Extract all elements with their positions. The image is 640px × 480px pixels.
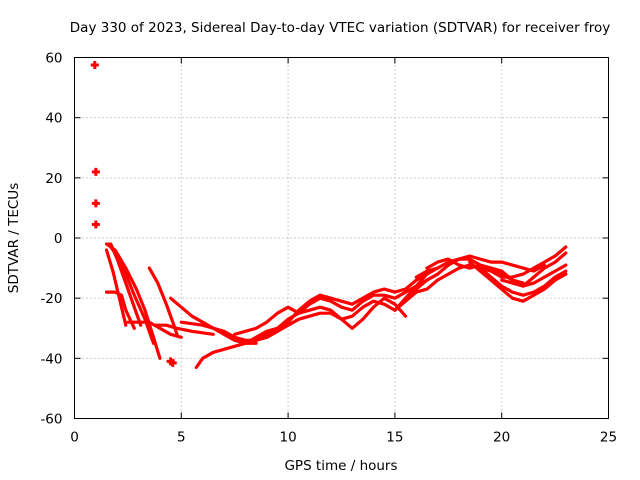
series-arc-20 <box>478 266 568 297</box>
data-point <box>168 358 177 367</box>
data-point <box>166 357 175 366</box>
series-arc-9 <box>169 296 258 345</box>
series-arc-17 <box>414 254 546 279</box>
series-arc-10 <box>194 326 279 369</box>
series-arc-5 <box>104 290 136 330</box>
grid <box>74 57 609 419</box>
plot-frame <box>74 57 609 419</box>
data-point <box>90 61 99 70</box>
series-arc-8 <box>154 323 215 336</box>
data-point <box>91 199 100 208</box>
y-tick-label: 20 <box>45 171 62 187</box>
series-arc-11 <box>179 296 408 342</box>
y-tick-label: -20 <box>40 291 62 307</box>
series-arc-4 <box>104 248 128 327</box>
data-point <box>91 167 100 176</box>
x-tick-label: 25 <box>600 430 617 446</box>
series-arc-21 <box>500 263 568 288</box>
chart-title: Day 330 of 2023, Sidereal Day-to-day VTE… <box>70 20 610 36</box>
x-axis-label: GPS time / hours <box>284 458 397 474</box>
series-arc-19 <box>468 260 568 303</box>
series-arc-12 <box>233 272 429 336</box>
x-tick-label: 20 <box>493 430 510 446</box>
x-tick-label: 0 <box>70 430 79 446</box>
series-arc-1 <box>104 242 162 360</box>
data-point <box>91 220 100 229</box>
y-tick-label: 0 <box>54 231 63 247</box>
series-arc-3 <box>109 242 143 327</box>
y-tick-label: -60 <box>40 412 62 428</box>
x-tick-label: 10 <box>280 430 297 446</box>
series-arc-13 <box>254 272 440 342</box>
y-tick-label: 60 <box>45 51 62 67</box>
data-series <box>90 61 568 369</box>
x-tick-label: 5 <box>177 430 186 446</box>
series-arc-14 <box>265 266 440 339</box>
series-arc-6 <box>126 320 183 339</box>
axis-ticks: 0 5 10 15 20 25 -60 -40 -20 0 20 40 60 <box>40 51 617 446</box>
x-tick-label: 15 <box>386 430 403 446</box>
y-tick-label: -40 <box>40 351 62 367</box>
y-axis-label: SDTVAR / TECUs <box>6 183 22 293</box>
y-tick-label: 40 <box>45 111 62 127</box>
